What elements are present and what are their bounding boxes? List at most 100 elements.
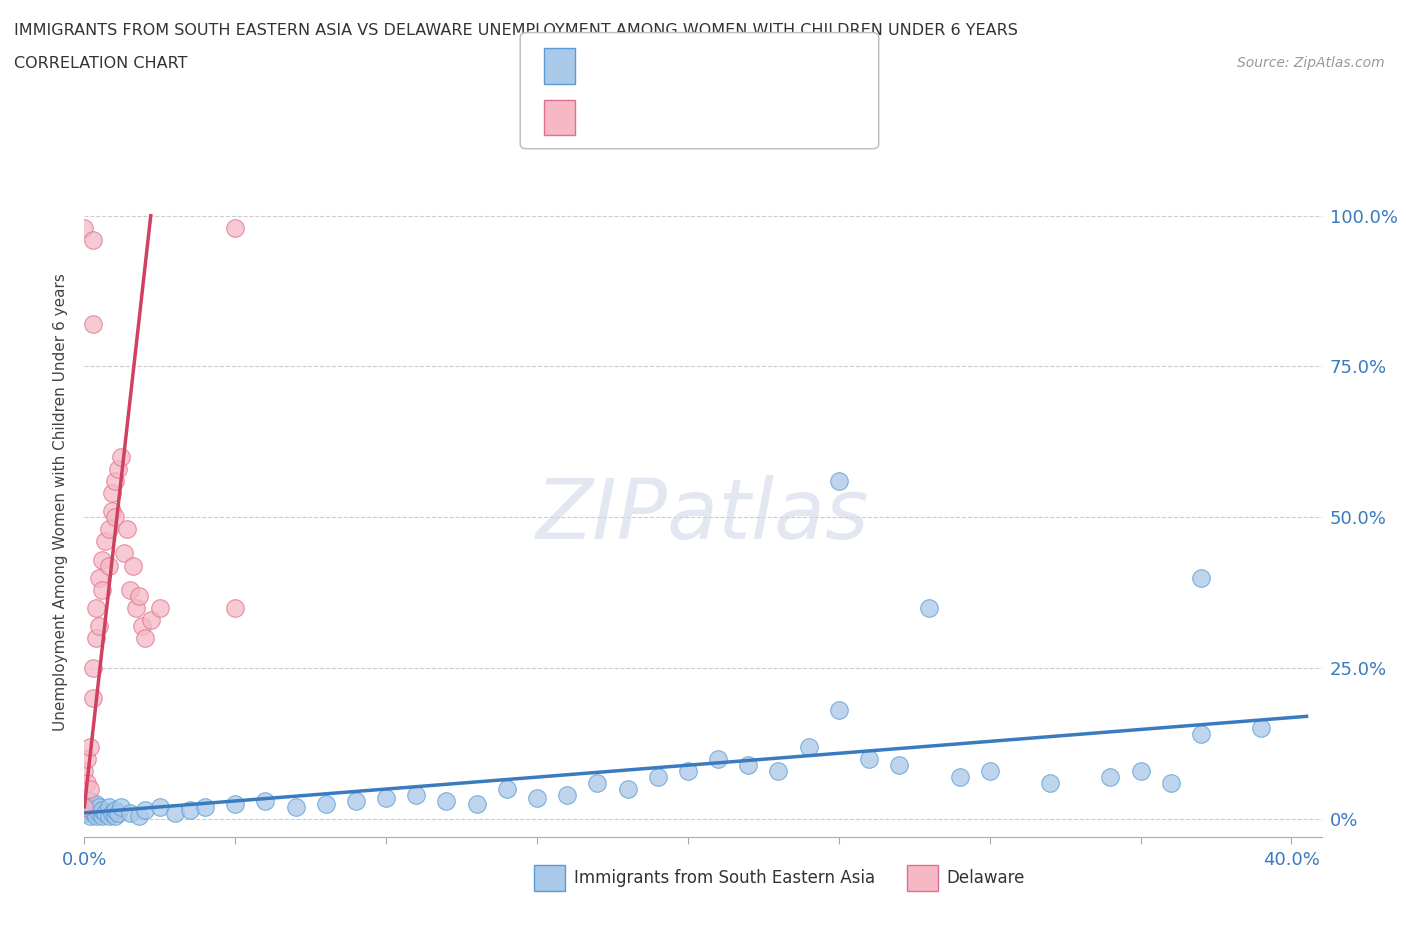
Point — [828, 703, 851, 718]
Point — [82, 691, 104, 706]
Point — [139, 612, 162, 627]
Point — [82, 805, 104, 820]
Point — [79, 808, 101, 823]
Point — [737, 757, 759, 772]
Point — [76, 776, 98, 790]
Text: Immigrants from South Eastern Asia: Immigrants from South Eastern Asia — [574, 869, 875, 887]
Point — [149, 601, 172, 616]
Point — [94, 534, 117, 549]
Text: R = 0.238   N = 58: R = 0.238 N = 58 — [583, 57, 768, 75]
Point — [100, 805, 122, 820]
Point — [89, 570, 111, 585]
Text: R = 0.561   N = 34: R = 0.561 N = 34 — [583, 108, 768, 126]
Point — [97, 808, 120, 823]
Point — [555, 788, 578, 803]
Point — [79, 781, 101, 796]
Point — [284, 800, 307, 815]
Point — [94, 805, 117, 820]
Point — [616, 781, 638, 796]
Point — [134, 631, 156, 645]
Point — [86, 601, 108, 616]
Point — [103, 803, 125, 817]
Text: Delaware: Delaware — [946, 869, 1025, 887]
Point — [112, 546, 135, 561]
Point — [118, 805, 141, 820]
Point — [858, 751, 880, 766]
Point — [676, 764, 699, 778]
Point — [224, 601, 246, 616]
Point — [436, 793, 458, 808]
Point — [91, 582, 114, 597]
Point — [97, 522, 120, 537]
Point — [97, 800, 120, 815]
Point — [73, 220, 96, 235]
Point — [89, 800, 111, 815]
Point — [86, 796, 108, 811]
Point — [344, 793, 367, 808]
Point — [224, 220, 246, 235]
Point — [103, 510, 125, 525]
Point — [86, 808, 108, 823]
Point — [375, 790, 398, 805]
Point — [1039, 776, 1062, 790]
Point — [194, 800, 217, 815]
Point — [110, 449, 132, 464]
Point — [107, 805, 129, 820]
Point — [149, 800, 172, 815]
Point — [82, 803, 104, 817]
Point — [103, 808, 125, 823]
Point — [115, 522, 138, 537]
Point — [1250, 721, 1272, 736]
Point — [107, 461, 129, 476]
Point — [254, 793, 277, 808]
Point — [91, 803, 114, 817]
Point — [73, 764, 96, 778]
Text: ZIPatlas: ZIPatlas — [536, 475, 870, 556]
Point — [86, 631, 108, 645]
Point — [128, 808, 150, 823]
Text: IMMIGRANTS FROM SOUTH EASTERN ASIA VS DELAWARE UNEMPLOYMENT AMONG WOMEN WITH CHI: IMMIGRANTS FROM SOUTH EASTERN ASIA VS DE… — [14, 23, 1018, 38]
Point — [948, 769, 970, 784]
Point — [918, 601, 941, 616]
Point — [1099, 769, 1122, 784]
Point — [89, 618, 111, 633]
Point — [889, 757, 911, 772]
Point — [1129, 764, 1152, 778]
Point — [76, 751, 98, 766]
Point — [179, 803, 201, 817]
Point — [79, 793, 101, 808]
Point — [979, 764, 1001, 778]
Point — [134, 803, 156, 817]
Point — [224, 796, 246, 811]
Point — [1189, 570, 1212, 585]
Point — [768, 764, 790, 778]
Point — [128, 589, 150, 604]
Point — [495, 781, 517, 796]
Point — [124, 601, 146, 616]
Point — [828, 473, 851, 488]
Point — [526, 790, 548, 805]
Point — [76, 800, 98, 815]
Point — [405, 788, 427, 803]
Point — [315, 796, 337, 811]
Point — [89, 805, 111, 820]
Point — [82, 232, 104, 247]
Y-axis label: Unemployment Among Women with Children Under 6 years: Unemployment Among Women with Children U… — [53, 273, 69, 731]
Point — [797, 739, 820, 754]
Point — [73, 800, 96, 815]
Point — [707, 751, 730, 766]
Point — [163, 805, 186, 820]
Text: Source: ZipAtlas.com: Source: ZipAtlas.com — [1237, 56, 1385, 70]
Point — [118, 582, 141, 597]
Point — [82, 660, 104, 675]
Point — [100, 504, 122, 519]
Point — [465, 796, 488, 811]
Point — [1160, 776, 1182, 790]
Point — [121, 558, 143, 573]
Text: CORRELATION CHART: CORRELATION CHART — [14, 56, 187, 71]
Point — [131, 618, 153, 633]
Point — [91, 808, 114, 823]
Point — [586, 776, 609, 790]
Point — [79, 739, 101, 754]
Point — [97, 558, 120, 573]
